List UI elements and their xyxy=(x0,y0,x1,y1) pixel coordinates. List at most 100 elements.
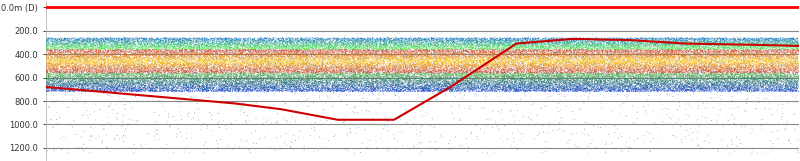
Point xyxy=(106,91,118,93)
Point xyxy=(514,90,526,92)
Point xyxy=(668,77,681,79)
Point xyxy=(771,89,784,91)
Point xyxy=(533,53,546,56)
Point xyxy=(468,55,481,57)
Point xyxy=(189,44,202,47)
Point xyxy=(133,87,146,89)
Point xyxy=(776,84,789,87)
Point xyxy=(604,40,617,43)
Point xyxy=(190,39,202,42)
Point xyxy=(661,48,674,51)
Point xyxy=(107,62,120,65)
Point xyxy=(617,46,630,49)
Point xyxy=(421,77,434,80)
Point xyxy=(444,48,457,51)
Point xyxy=(625,40,638,43)
Point xyxy=(606,56,619,58)
Point xyxy=(630,67,642,69)
Point xyxy=(578,62,590,65)
Point xyxy=(106,64,119,67)
Point xyxy=(230,58,242,60)
Point xyxy=(557,39,570,41)
Point xyxy=(143,40,156,42)
Point xyxy=(221,77,234,79)
Point xyxy=(759,42,772,45)
Point xyxy=(106,75,118,78)
Point xyxy=(259,91,272,94)
Point xyxy=(442,54,455,57)
Point xyxy=(436,46,449,49)
Point xyxy=(259,52,272,55)
Point xyxy=(115,43,128,46)
Point xyxy=(676,56,689,59)
Point xyxy=(119,91,132,93)
Point xyxy=(484,43,497,45)
Point xyxy=(256,57,269,60)
Point xyxy=(309,40,322,43)
Point xyxy=(687,57,700,60)
Point xyxy=(576,86,589,89)
Point xyxy=(792,86,800,88)
Point xyxy=(110,87,122,90)
Point xyxy=(121,47,134,49)
Point xyxy=(650,59,663,62)
Point xyxy=(448,70,461,72)
Point xyxy=(121,90,134,93)
Point xyxy=(649,58,662,61)
Point xyxy=(281,75,294,77)
Point xyxy=(125,82,138,84)
Point xyxy=(738,86,750,89)
Point xyxy=(253,77,266,80)
Point xyxy=(116,89,129,91)
Point xyxy=(512,54,525,57)
Point xyxy=(381,44,394,47)
Point xyxy=(176,69,189,71)
Point xyxy=(427,50,440,53)
Point xyxy=(754,41,766,43)
Point xyxy=(510,50,522,52)
Point xyxy=(788,86,800,89)
Point xyxy=(215,80,228,82)
Point xyxy=(550,52,563,54)
Point xyxy=(762,50,774,53)
Point xyxy=(722,67,735,70)
Point xyxy=(733,76,746,79)
Point xyxy=(642,85,654,88)
Point xyxy=(72,83,85,85)
Point xyxy=(693,59,706,62)
Point xyxy=(622,55,634,58)
Point xyxy=(219,89,232,92)
Point xyxy=(227,80,240,83)
Point xyxy=(391,45,404,48)
Point xyxy=(679,90,692,92)
Point xyxy=(321,82,334,85)
Point xyxy=(541,80,554,82)
Point xyxy=(195,50,208,53)
Point xyxy=(355,70,368,73)
Point xyxy=(218,38,231,40)
Point xyxy=(415,141,428,144)
Point xyxy=(709,54,722,57)
Point xyxy=(600,91,613,94)
Point xyxy=(202,74,214,77)
Point xyxy=(661,79,674,81)
Point xyxy=(203,45,216,48)
Point xyxy=(718,38,730,41)
Point xyxy=(749,61,762,64)
Point xyxy=(610,73,623,76)
Point xyxy=(702,51,714,54)
Point xyxy=(159,40,172,42)
Point xyxy=(450,79,463,81)
Point xyxy=(185,42,198,45)
Point xyxy=(765,88,778,90)
Point xyxy=(272,42,285,44)
Point xyxy=(707,53,720,55)
Point xyxy=(225,80,238,83)
Point xyxy=(417,58,430,61)
Point xyxy=(634,73,647,76)
Point xyxy=(695,85,708,87)
Point xyxy=(690,74,703,77)
Point xyxy=(627,97,640,99)
Point xyxy=(778,81,791,83)
Point xyxy=(410,50,423,52)
